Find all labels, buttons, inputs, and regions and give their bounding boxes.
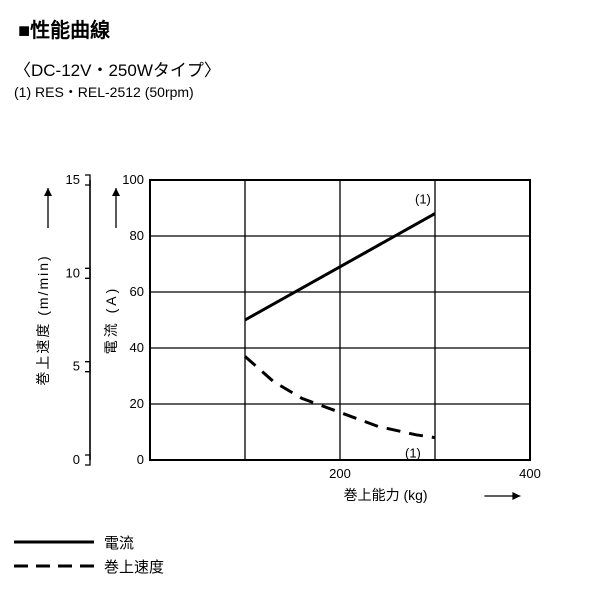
series-annotation: (1) [415, 192, 431, 207]
ytick-inner: 20 [130, 396, 144, 411]
performance-chart: 0 20 40 60 80 100 200 400 巻上能力 (kg) 電流 (A) 0 5 10 15 巻… [0, 0, 600, 600]
yaxis-inner-label: 電流 (A) [103, 286, 119, 355]
legend-item-speed: 巻上速度 [14, 554, 164, 578]
legend: 電流 巻上速度 [14, 530, 164, 578]
ytick-outer: 5 [73, 359, 80, 374]
series-annotation: (1) [405, 446, 421, 461]
page: ■性能曲線 〈DC-12V・250Wタイプ〉 (1) RES・REL-2512 … [0, 0, 600, 600]
ytick-inner: 60 [130, 284, 144, 299]
legend-label: 電流 [104, 532, 134, 553]
arrow-head-icon [112, 188, 120, 196]
ytick-inner: 80 [130, 228, 144, 243]
xaxis-label: 巻上能力 (kg) [344, 487, 428, 503]
legend-label: 巻上速度 [104, 556, 164, 577]
yaxis-outer-label: 巻上速度 (m/min) [35, 254, 51, 385]
ytick-inner: 40 [130, 340, 144, 355]
ytick-outer: 0 [73, 452, 80, 467]
ytick-outer: 15 [66, 172, 80, 187]
legend-swatch-solid [14, 530, 94, 554]
legend-swatch-dashed [14, 554, 94, 578]
xtick: 400 [519, 466, 541, 481]
xtick: 200 [329, 466, 351, 481]
ytick-inner: 100 [122, 172, 144, 187]
ytick-inner: 0 [137, 452, 144, 467]
ytick-outer: 10 [66, 265, 80, 280]
arrow-head-icon [44, 188, 52, 196]
legend-item-current: 電流 [14, 530, 164, 554]
arrow-head-icon [512, 492, 520, 500]
